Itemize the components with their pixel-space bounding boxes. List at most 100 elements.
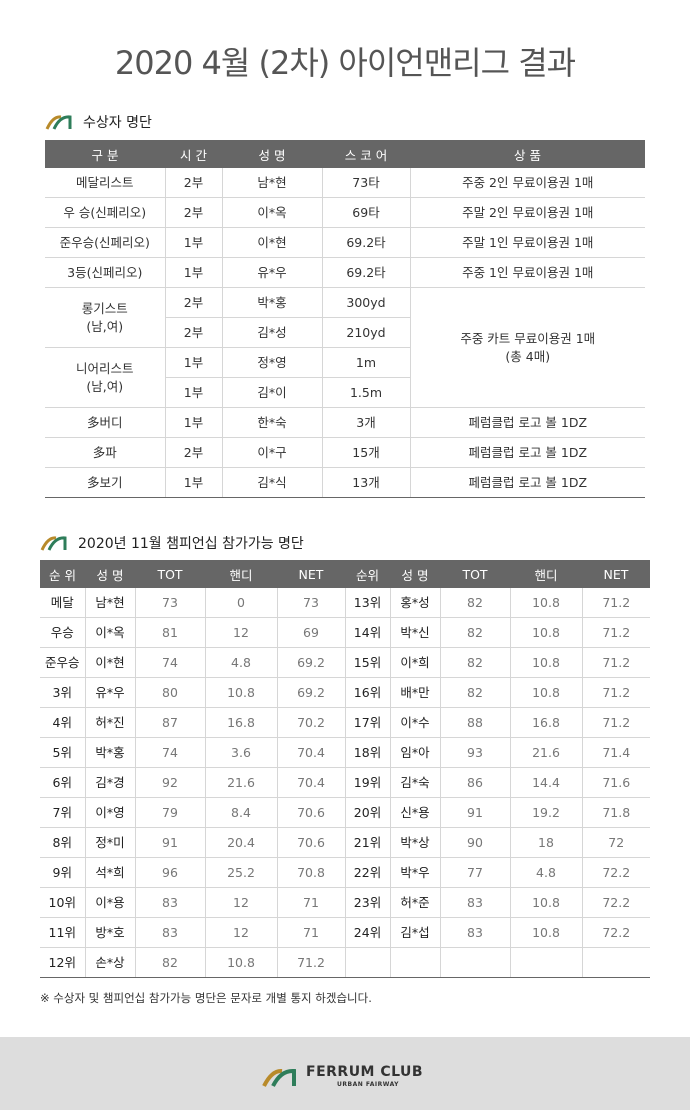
cell: 이*용 xyxy=(84,887,135,918)
cell: 82 xyxy=(439,588,510,618)
cell: 13개 xyxy=(321,467,410,498)
cell: 배*만 xyxy=(389,677,440,708)
cell: 박*우 xyxy=(389,857,440,888)
section-heading: 2020년 11월 챔피언십 참가가능 명단 xyxy=(40,533,304,553)
row: 9위 석*희 96 25.2 70.8 22위 박*우 77 4.8 72.2 xyxy=(40,857,650,888)
cell: 69.2타 xyxy=(321,227,410,258)
cell: 24위 xyxy=(344,917,390,948)
cell: 손*상 xyxy=(84,947,135,978)
cell: 한*숙 xyxy=(221,407,322,438)
row: 니어리스트 (남,여) 1부 정*영 1m xyxy=(45,347,645,408)
cell: 3.6 xyxy=(204,737,277,768)
cell: 남*현 xyxy=(84,588,135,618)
footer: FERRUM CLUB URBAN FAIRWAY xyxy=(0,1037,690,1110)
cell: 71.2 xyxy=(581,617,650,648)
cell: 多파 xyxy=(45,437,165,468)
cell: 롱기스트 (남,여) xyxy=(45,287,165,348)
header-cell: NET xyxy=(582,560,650,588)
cell: 96 xyxy=(134,857,205,888)
cell: 210yd xyxy=(321,317,410,348)
cell: 72 xyxy=(581,827,650,858)
row: 우 승(신페리오) 2부 이*옥 69타 주말 2인 무료이용권 1매 xyxy=(45,197,645,228)
brand: FERRUM CLUB xyxy=(306,1064,424,1080)
cell: 신*용 xyxy=(389,797,440,828)
cell: 10.8 xyxy=(204,947,277,978)
cell xyxy=(581,947,650,978)
cell: 70.2 xyxy=(276,707,345,738)
row: 11위 방*호 83 12 71 24위 김*섭 83 10.8 72.2 xyxy=(40,917,650,948)
row: 메달 남*현 73 0 73 13위 홍*성 82 10.8 71.2 xyxy=(40,588,650,618)
row: 2부 김*성 210yd xyxy=(45,317,645,348)
cell: 82 xyxy=(439,647,510,678)
cell: 80 xyxy=(134,677,205,708)
cell: 2부 xyxy=(164,317,222,348)
cell: 4위 xyxy=(40,707,85,738)
cell: 10.8 xyxy=(509,647,582,678)
cell: 82 xyxy=(439,677,510,708)
row: 多보기 1부 김*식 13개 페럼클럽 로고 볼 1DZ xyxy=(45,467,645,498)
row: 3위 유*우 80 10.8 69.2 16위 배*만 82 10.8 71.2 xyxy=(40,677,650,708)
cell: 71.2 xyxy=(581,677,650,708)
row: 롱기스트 (남,여) 2부 박*홍 300yd 주중 카트 무료이용권 1매 (총 4매… xyxy=(45,287,645,408)
cell: 4.8 xyxy=(509,857,582,888)
cell: 71.2 xyxy=(581,707,650,738)
cell: 77 xyxy=(439,857,510,888)
tagline: URBAN FAIRWAY xyxy=(337,1081,399,1088)
row: 10위 이*용 83 12 71 23위 허*준 83 10.8 72.2 xyxy=(40,887,650,918)
cell: 83 xyxy=(439,887,510,918)
cell: 18위 xyxy=(344,737,390,768)
cell: 10.8 xyxy=(509,617,582,648)
cell: 81 xyxy=(134,617,205,648)
cell: 8위 xyxy=(40,827,85,858)
cell: 10.8 xyxy=(509,677,582,708)
cell: 14위 xyxy=(344,617,390,648)
cell xyxy=(439,947,510,978)
cell: 71 xyxy=(276,887,345,918)
header-cell: 구 분 xyxy=(45,140,165,168)
cell: 이*희 xyxy=(389,647,440,678)
cell: 1부 xyxy=(164,347,222,378)
row: 多버디 1부 한*숙 3개 페럼클럽 로고 볼 1DZ xyxy=(45,407,645,438)
header-cell: NET xyxy=(277,560,345,588)
header-cell: 순 위 xyxy=(40,560,85,588)
cell: 69.2 xyxy=(276,677,345,708)
cell: 주말 2인 무료이용권 1매 xyxy=(409,197,645,228)
cell: 김*섭 xyxy=(389,917,440,948)
cell: 박*홍 xyxy=(221,287,322,318)
row: 3등(신페리오) 1부 유*우 69.2타 주중 1인 무료이용권 1매 xyxy=(45,257,645,288)
cell: 19위 xyxy=(344,767,390,798)
cell: 10.8 xyxy=(509,917,582,948)
cell: 15위 xyxy=(344,647,390,678)
cell: 박*신 xyxy=(389,617,440,648)
cell: 71 xyxy=(276,917,345,948)
row: 5위 박*홍 74 3.6 70.4 18위 임*아 93 21.6 71.4 xyxy=(40,737,650,768)
cell: 71.8 xyxy=(581,797,650,828)
cell: 71.4 xyxy=(581,737,650,768)
cell: 0 xyxy=(204,588,277,618)
row: 多파 2부 이*구 15개 페럼클럽 로고 볼 1DZ xyxy=(45,437,645,468)
cell: 93 xyxy=(439,737,510,768)
cell: 25.2 xyxy=(204,857,277,888)
row: 준우승(신페리오) 1부 이*현 69.2타 주말 1인 무료이용권 1매 xyxy=(45,227,645,258)
cell: 이*구 xyxy=(221,437,322,468)
cell: 석*희 xyxy=(84,857,135,888)
cell: 12 xyxy=(204,617,277,648)
cell: 9위 xyxy=(40,857,85,888)
cell: 페럼클럽 로고 볼 1DZ xyxy=(409,407,645,438)
section-heading: 수상자 명단 xyxy=(45,112,152,132)
cell: 페럼클럽 로고 볼 1DZ xyxy=(409,437,645,468)
cell: 74 xyxy=(134,737,205,768)
cell: 김*이 xyxy=(221,377,322,408)
cell: 1부 xyxy=(164,257,222,288)
row: 4위 허*진 87 16.8 70.2 17위 이*수 88 16.8 71.2 xyxy=(40,707,650,738)
cell: 이*영 xyxy=(84,797,135,828)
cell: 이*현 xyxy=(221,227,322,258)
cell: 2부 xyxy=(164,168,222,198)
cell: 방*호 xyxy=(84,917,135,948)
cell: 17위 xyxy=(344,707,390,738)
cell: 73 xyxy=(134,588,205,618)
cell: 주말 1인 무료이용권 1매 xyxy=(409,227,645,258)
header-cell: 핸디 xyxy=(205,560,277,588)
